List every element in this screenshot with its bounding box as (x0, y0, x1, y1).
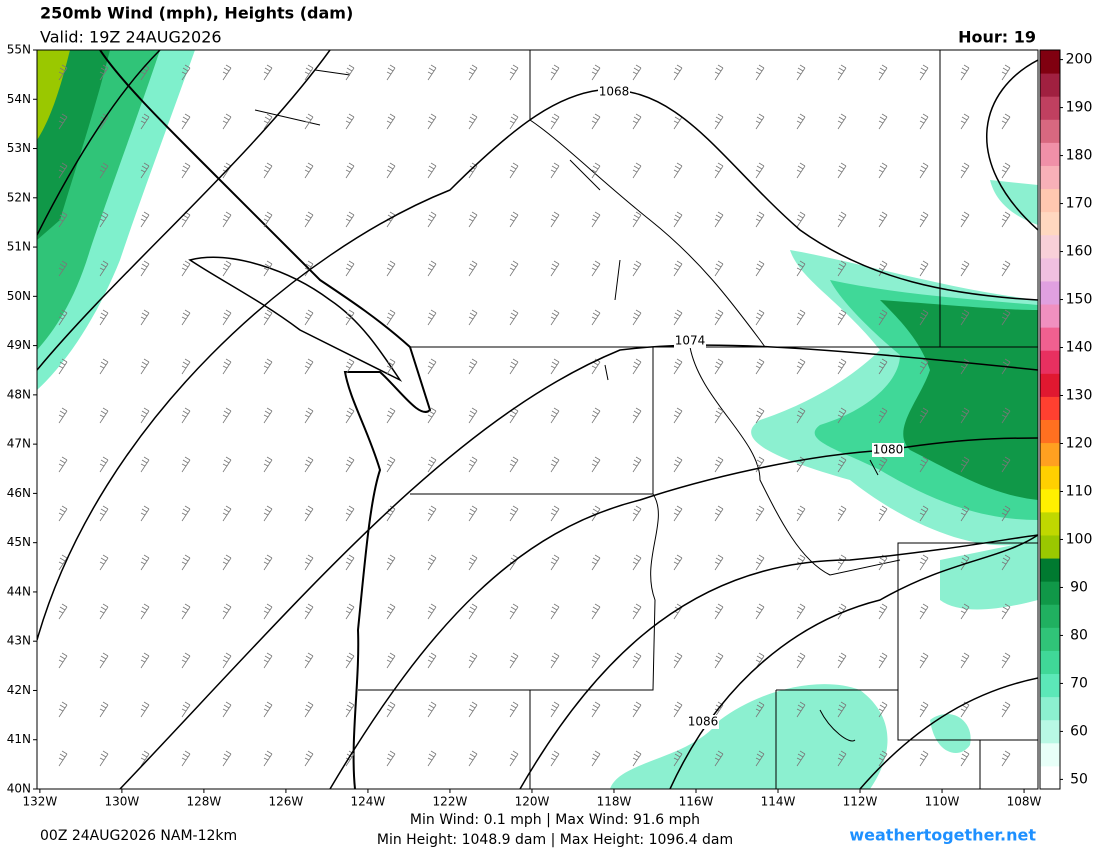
contour-label-bg (687, 715, 719, 729)
lon-tick-label: 132W (22, 795, 57, 809)
lat-tick-label: 45N (7, 535, 31, 549)
colorbar-frame (1039, 49, 1061, 790)
colorbar-tick-label: 150 (1066, 292, 1093, 308)
lat-tick-label: 49N (7, 338, 31, 352)
contour-label-bg (674, 334, 706, 348)
colorbar-cell (1040, 581, 1060, 605)
colorbar-cell (1040, 350, 1060, 374)
colorbar-cell (1040, 488, 1060, 513)
colorbar-tick-label: 80 (1070, 627, 1088, 643)
lat-tick-label: 52N (7, 190, 31, 204)
height-contours (37, 50, 1038, 789)
colorbar-cell (1040, 280, 1060, 305)
lat-tick-label: 41N (7, 732, 31, 746)
model-run: 00Z 24AUG2026 NAM-12km (40, 828, 237, 844)
colorbar-cell (1040, 604, 1060, 628)
colorbar-cell (1040, 50, 1060, 74)
contour-label-bg (598, 85, 630, 99)
colorbar-cell (1040, 234, 1060, 259)
colorbar-cell (1040, 188, 1060, 213)
lat-tick-label: 54N (7, 92, 31, 106)
lat-tick-label: 47N (7, 437, 31, 451)
height-stats: Min Height: 1048.9 dam | Max Height: 109… (377, 832, 733, 848)
colorbar-tick-label: 100 (1066, 531, 1093, 547)
colorbar-tick-label: 170 (1066, 196, 1093, 212)
colorbar-cell (1040, 373, 1060, 397)
colorbar-cell (1040, 257, 1060, 282)
colorbar-cell (1040, 627, 1060, 651)
colorbar-tick-label: 140 (1066, 340, 1093, 356)
wind-barbs (37, 50, 1038, 789)
lon-tick-label: 122W (433, 795, 468, 809)
colorbar-tick-label: 130 (1066, 388, 1093, 404)
colorbar-tick-label: 190 (1066, 100, 1093, 116)
colorbar-cell (1040, 511, 1060, 536)
lat-tick-label: 43N (7, 634, 31, 648)
site-name: weathertogether.net (849, 826, 1036, 845)
map-frame (36, 49, 1039, 790)
colorbar-tick-label: 120 (1066, 435, 1093, 451)
colorbar-cell (1040, 327, 1060, 351)
colorbar-cell (1040, 696, 1060, 721)
forecast-hour: Hour: 19 (958, 28, 1036, 47)
colorbar-cell (1040, 719, 1060, 744)
colorbar-tick-label: 160 (1066, 244, 1093, 260)
title: 250mb Wind (mph), Heights (dam) (40, 4, 353, 23)
colorbar-cell (1040, 304, 1060, 328)
contour-label: 1074 (675, 334, 706, 348)
colorbar-cell (1040, 558, 1060, 582)
colorbar-tick-label: 60 (1070, 723, 1088, 739)
colorbar-cell (1040, 765, 1060, 790)
colorbar-tick-label: 110 (1066, 483, 1093, 499)
colorbar-tick-label: 200 (1066, 52, 1093, 68)
colorbar-cell (1040, 211, 1060, 236)
lon-tick-label: 108W (1007, 795, 1042, 809)
lat-tick-label: 51N (7, 240, 31, 254)
lon-tick-label: 126W (269, 795, 304, 809)
colorbar-cell (1040, 119, 1060, 143)
colorbar-cell (1040, 442, 1060, 467)
contour-label: 1086 (688, 715, 719, 729)
lat-tick-label: 44N (7, 584, 31, 598)
lon-tick-label: 116W (679, 795, 714, 809)
wind-stats: Min Wind: 0.1 mph | Max Wind: 91.6 mph (410, 812, 700, 828)
colorbar-cell (1040, 534, 1060, 559)
contour-label-bg (872, 443, 904, 457)
lat-tick-label: 46N (7, 486, 31, 500)
colorbar-cell (1040, 96, 1060, 120)
map-area (37, 50, 1038, 789)
colorbar-tick-label: 50 (1070, 771, 1088, 787)
colorbar-cell (1040, 465, 1060, 490)
colorbar-tick-label: 90 (1070, 579, 1088, 595)
lon-tick-label: 110W (925, 795, 960, 809)
lon-tick-label: 120W (515, 795, 550, 809)
colorbar-cell (1040, 419, 1060, 444)
lon-tick-label: 128W (187, 795, 222, 809)
lon-tick-label: 124W (351, 795, 386, 809)
colorbar-tick-label: 70 (1070, 675, 1088, 691)
lat-tick-label: 42N (7, 683, 31, 697)
colorbar-cell (1040, 650, 1060, 675)
lon-tick-label: 130W (104, 795, 139, 809)
colorbar-cell (1040, 142, 1060, 166)
lat-tick-label: 55N (7, 43, 31, 57)
colorbar-cell (1040, 673, 1060, 698)
valid-time: Valid: 19Z 24AUG2026 (40, 28, 222, 47)
contour-label: 1068 (599, 85, 630, 99)
contour-label: 1080 (873, 443, 904, 457)
lat-tick-label: 48N (7, 387, 31, 401)
lat-tick-label: 50N (7, 289, 31, 303)
colorbar-cell (1040, 165, 1060, 190)
colorbar-cell (1040, 396, 1060, 420)
lat-tick-label: 40N (7, 782, 31, 796)
colorbar-cell (1040, 73, 1060, 97)
colorbar-cell (1040, 742, 1060, 767)
lat-tick-label: 53N (7, 141, 31, 155)
lon-tick-label: 112W (843, 795, 878, 809)
colorbar-tick-label: 180 (1066, 148, 1093, 164)
lon-tick-label: 114W (761, 795, 796, 809)
lon-tick-label: 118W (597, 795, 632, 809)
